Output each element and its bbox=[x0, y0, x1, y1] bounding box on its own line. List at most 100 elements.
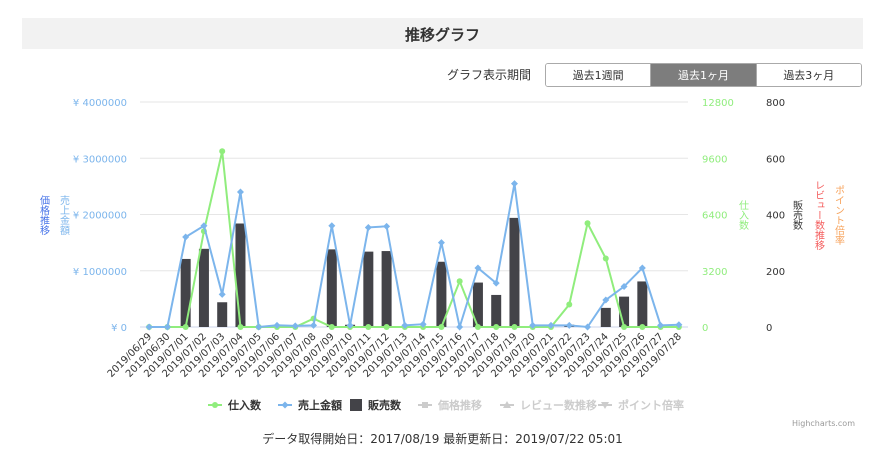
legend-label-disabled[interactable]: レビュー数推移 bbox=[520, 398, 597, 412]
right-axis-tick: 400 bbox=[766, 211, 785, 222]
uriage-point bbox=[236, 188, 244, 196]
shiire-point bbox=[365, 324, 372, 330]
uriage-point bbox=[291, 322, 299, 330]
chart-header: 推移グラフ bbox=[22, 18, 863, 49]
bar-hanbai bbox=[326, 249, 337, 327]
shiire-point bbox=[182, 324, 189, 330]
axis-title-point: ポイント倍率 bbox=[833, 185, 845, 246]
right-axis-tick: 0 bbox=[766, 323, 772, 334]
bar-hanbai bbox=[491, 294, 502, 327]
shiire-line bbox=[149, 150, 679, 328]
period-button-1month[interactable]: 過去1ヶ月 bbox=[651, 64, 757, 86]
left-axis-tick: ¥ 3000000 bbox=[73, 154, 127, 165]
legend-marker bbox=[422, 402, 428, 408]
uriage-point bbox=[200, 222, 208, 230]
uriage-point bbox=[419, 320, 427, 328]
uriage-point bbox=[182, 233, 190, 241]
highcharts-credit[interactable]: Highcharts.com bbox=[792, 419, 855, 428]
shiire-point bbox=[219, 148, 226, 155]
shiire-point bbox=[237, 324, 244, 330]
uriage-line bbox=[149, 183, 679, 331]
axis-title-price: 価格推移 bbox=[38, 194, 50, 236]
shiire-point bbox=[511, 324, 518, 330]
shiire-point bbox=[383, 324, 390, 330]
uriage-point bbox=[456, 323, 464, 331]
uriage-point bbox=[145, 323, 153, 331]
left-axis-tick: ¥ 4000000 bbox=[73, 98, 127, 109]
bar-hanbai bbox=[637, 281, 648, 327]
legend-label[interactable]: 販売数 bbox=[368, 398, 402, 412]
left-axis-tick: ¥ 2000000 bbox=[73, 211, 127, 222]
bar-hanbai bbox=[180, 258, 191, 327]
period-button-1week[interactable]: 過去1週間 bbox=[546, 64, 652, 86]
period-button-3months[interactable]: 過去3ヶ月 bbox=[756, 64, 861, 86]
uriage-point bbox=[437, 239, 445, 247]
uriage-point bbox=[273, 321, 281, 329]
bar-hanbai bbox=[198, 248, 209, 327]
uriage-point bbox=[474, 264, 482, 272]
legend-marker bbox=[212, 402, 218, 408]
legend-label-disabled[interactable]: ポイント倍率 bbox=[618, 398, 684, 412]
shiire-point bbox=[456, 278, 463, 285]
legend-symbol bbox=[350, 399, 362, 411]
uriage-point bbox=[620, 283, 628, 290]
bar-hanbai bbox=[436, 261, 447, 327]
shiire-point bbox=[621, 324, 628, 330]
uriage-point bbox=[638, 264, 646, 272]
left-axis-tick: ¥ 1000000 bbox=[73, 267, 127, 278]
uriage-point bbox=[492, 279, 500, 287]
data-dates-footer: データ取得開始日：2017/08/19 最新更新日：2019/07/22 05:… bbox=[262, 432, 623, 446]
bar-hanbai bbox=[509, 217, 520, 327]
period-selector: 過去1週間 過去1ヶ月 過去3ヶ月 bbox=[545, 63, 862, 87]
axis-title-review: レビュー数推移 bbox=[813, 180, 825, 251]
shiire-point bbox=[328, 324, 335, 330]
right-axis-tick: 200 bbox=[766, 267, 785, 278]
legend-marker bbox=[601, 402, 609, 409]
shiire-point bbox=[493, 324, 500, 330]
bar-hanbai bbox=[600, 307, 611, 327]
right-axis-tick: 6400 bbox=[702, 211, 727, 222]
page-title: 推移グラフ bbox=[404, 26, 480, 44]
uriage-point bbox=[310, 321, 318, 329]
shiire-point bbox=[474, 324, 481, 330]
right-axis-tick: 12800 bbox=[702, 98, 734, 109]
legend-marker bbox=[281, 401, 289, 409]
right-axis-tick: 0 bbox=[702, 323, 708, 334]
uriage-point bbox=[364, 223, 372, 231]
shiire-point bbox=[584, 220, 591, 227]
bar-hanbai bbox=[217, 302, 228, 327]
shiire-point bbox=[438, 324, 445, 330]
axis-title-hanbai: 販売数 bbox=[791, 200, 803, 231]
shiire-point bbox=[639, 324, 646, 330]
uriage-point bbox=[255, 323, 263, 331]
left-axis-tick: ¥ 0 bbox=[111, 323, 127, 334]
period-label: グラフ表示期間 bbox=[447, 68, 532, 82]
right-axis-tick: 800 bbox=[766, 98, 785, 109]
bar-hanbai bbox=[381, 251, 392, 327]
shiire-point bbox=[566, 301, 573, 308]
uriage-point bbox=[218, 290, 226, 298]
uriage-point bbox=[328, 222, 336, 230]
axis-title-uriage: 売上金額 bbox=[58, 194, 70, 236]
uriage-point bbox=[383, 222, 391, 230]
uriage-point bbox=[547, 321, 555, 329]
legend-label[interactable]: 売上金額 bbox=[298, 398, 342, 412]
shiire-point bbox=[602, 255, 609, 262]
uriage-point bbox=[657, 321, 665, 329]
legend-label-disabled[interactable]: 価格推移 bbox=[437, 398, 482, 412]
legend-label[interactable]: 仕入数 bbox=[227, 398, 262, 412]
axis-title-shiire: 仕入数 bbox=[737, 199, 749, 231]
uriage-point bbox=[529, 321, 537, 329]
uriage-point bbox=[675, 321, 683, 329]
uriage-point bbox=[565, 321, 573, 329]
uriage-point bbox=[346, 321, 354, 329]
bar-hanbai bbox=[472, 282, 483, 327]
legend-marker bbox=[503, 401, 511, 408]
uriage-point bbox=[602, 296, 610, 304]
uriage-point bbox=[163, 323, 171, 331]
bar-hanbai bbox=[235, 223, 246, 327]
bar-hanbai bbox=[619, 296, 630, 327]
uriage-point bbox=[510, 180, 518, 188]
uriage-point bbox=[401, 321, 409, 329]
